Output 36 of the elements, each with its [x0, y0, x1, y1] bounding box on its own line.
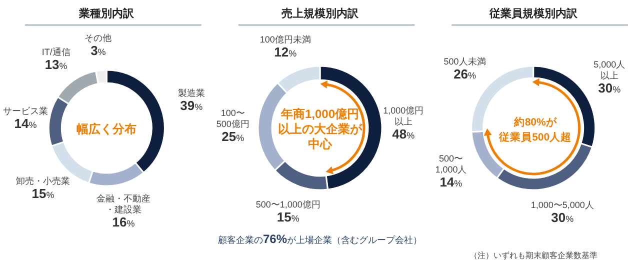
data-label: 30%	[551, 210, 574, 226]
slice-label: 1,000億円以上	[383, 105, 424, 126]
data-label: 30%	[598, 80, 621, 96]
chart-title: 売上規模別内訳	[282, 7, 360, 20]
data-label: 14%	[440, 174, 462, 190]
text: 約80%が従業員500人超	[498, 116, 572, 144]
data-label: 15%	[276, 209, 300, 224]
text: （注）いずれも期末顧客企業数基準	[469, 251, 598, 260]
slice-label: 卸売・小売業	[16, 176, 70, 186]
data-label: 12%	[274, 44, 297, 60]
data-label: 15%	[32, 186, 54, 201]
slice-label: 500〜1,000人	[435, 153, 467, 174]
slice-label: その他	[84, 32, 112, 43]
data-label: 13%	[44, 57, 68, 72]
slice-label: 100億円未満	[260, 34, 311, 45]
slice-label: サービス業	[3, 106, 48, 116]
slice-label: 金融・不動産・建設業	[96, 194, 151, 215]
data-label: 48%	[392, 126, 415, 142]
slice-label: 1,000〜5,000人	[530, 200, 594, 210]
data-label: 3%	[90, 42, 106, 58]
chart-title: 従業員規模別内訳	[488, 7, 578, 20]
data-label: 16%	[112, 214, 135, 230]
text: 年商1,000億円以上の大企業が中心	[278, 107, 363, 151]
slice-label: 500〜1,000億円	[256, 199, 320, 210]
slice-label: 5,000人以上	[594, 59, 626, 80]
text: 顧客企業の76%が上場企業（含むグループ会社）	[218, 232, 422, 246]
chart-title: 業種別内訳	[78, 7, 136, 20]
slice-label: IT/通信	[42, 47, 70, 58]
text: 幅広く分布	[76, 122, 137, 136]
slice-label: 500人未満	[444, 56, 486, 66]
data-label: 14%	[14, 116, 37, 131]
slice-label: 製造業	[178, 88, 205, 98]
data-label: 26%	[454, 66, 476, 82]
data-label: 39%	[180, 98, 203, 114]
slice-label: 100〜500億円	[216, 108, 250, 130]
data-label: 25%	[222, 129, 244, 144]
